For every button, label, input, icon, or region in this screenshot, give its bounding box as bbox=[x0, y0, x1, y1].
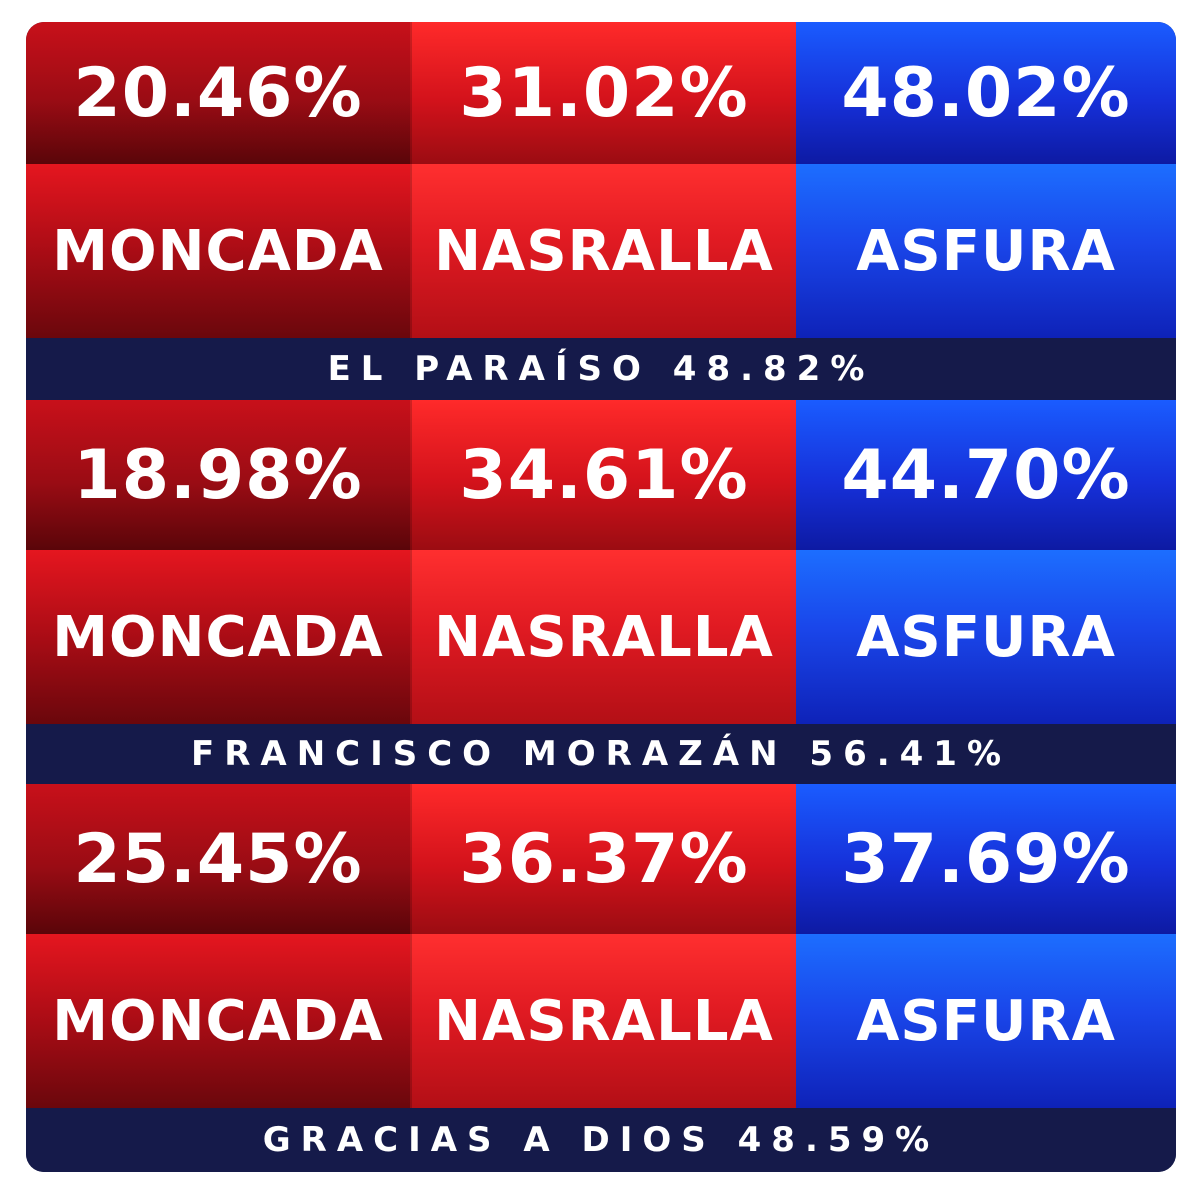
nasralla-name: NASRALLA bbox=[410, 934, 796, 1108]
nasralla-percent: 36.37% bbox=[410, 784, 796, 934]
percent-row: 20.46% 31.02% 48.02% bbox=[26, 22, 1176, 164]
region-label: GRACIAS A DIOS 48.59% bbox=[26, 1108, 1176, 1172]
nasralla-percent: 31.02% bbox=[410, 22, 796, 164]
percent-row: 25.45% 36.37% 37.69% bbox=[26, 784, 1176, 934]
asfura-percent: 48.02% bbox=[796, 22, 1176, 164]
region-label: EL PARAÍSO 48.82% bbox=[26, 338, 1176, 400]
candidate-row: MONCADA NASRALLA ASFURA bbox=[26, 164, 1176, 338]
nasralla-name: NASRALLA bbox=[410, 164, 796, 338]
candidate-row: MONCADA NASRALLA ASFURA bbox=[26, 934, 1176, 1108]
moncada-percent: 18.98% bbox=[26, 400, 410, 550]
region-label: FRANCISCO MORAZÁN 56.41% bbox=[26, 724, 1176, 784]
moncada-name: MONCADA bbox=[26, 550, 410, 724]
asfura-name: ASFURA bbox=[796, 934, 1176, 1108]
moncada-name: MONCADA bbox=[26, 164, 410, 338]
asfura-percent: 37.69% bbox=[796, 784, 1176, 934]
candidate-row: MONCADA NASRALLA ASFURA bbox=[26, 550, 1176, 724]
nasralla-name: NASRALLA bbox=[410, 550, 796, 724]
percent-row: 18.98% 34.61% 44.70% bbox=[26, 400, 1176, 550]
moncada-percent: 25.45% bbox=[26, 784, 410, 934]
moncada-percent: 20.46% bbox=[26, 22, 410, 164]
asfura-name: ASFURA bbox=[796, 550, 1176, 724]
results-board: 20.46% 31.02% 48.02% MONCADA NASRALLA AS… bbox=[26, 22, 1176, 1172]
asfura-percent: 44.70% bbox=[796, 400, 1176, 550]
nasralla-percent: 34.61% bbox=[410, 400, 796, 550]
asfura-name: ASFURA bbox=[796, 164, 1176, 338]
moncada-name: MONCADA bbox=[26, 934, 410, 1108]
